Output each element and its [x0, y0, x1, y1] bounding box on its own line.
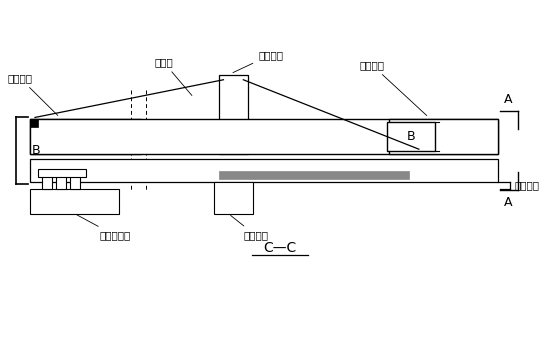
Bar	[30, 159, 498, 182]
Bar	[38, 169, 86, 177]
Bar	[389, 119, 498, 154]
Bar	[387, 122, 435, 151]
Bar	[218, 75, 248, 154]
Bar	[69, 175, 80, 189]
Text: 工作平台: 工作平台	[514, 180, 539, 190]
Bar	[30, 119, 498, 154]
Bar	[218, 171, 409, 179]
Text: A: A	[504, 196, 512, 209]
Text: B: B	[32, 144, 41, 157]
Bar	[42, 175, 52, 189]
Text: B: B	[407, 130, 416, 143]
Text: 斜拉索: 斜拉索	[154, 57, 192, 96]
Text: C—C: C—C	[263, 241, 297, 255]
Bar	[213, 182, 253, 214]
Text: 液压装置: 液压装置	[231, 215, 268, 240]
Text: 行走沟挂: 行走沟挂	[233, 50, 283, 73]
Text: A: A	[504, 93, 512, 106]
Text: 待浇棁段: 待浇棁段	[360, 60, 427, 116]
Text: 后锶座系统: 后锶座系统	[77, 215, 130, 240]
Bar	[30, 119, 38, 127]
Text: 已浇棁段: 已浇棁段	[7, 73, 58, 116]
Bar	[30, 119, 141, 154]
Bar	[56, 175, 66, 189]
Bar	[30, 189, 119, 214]
